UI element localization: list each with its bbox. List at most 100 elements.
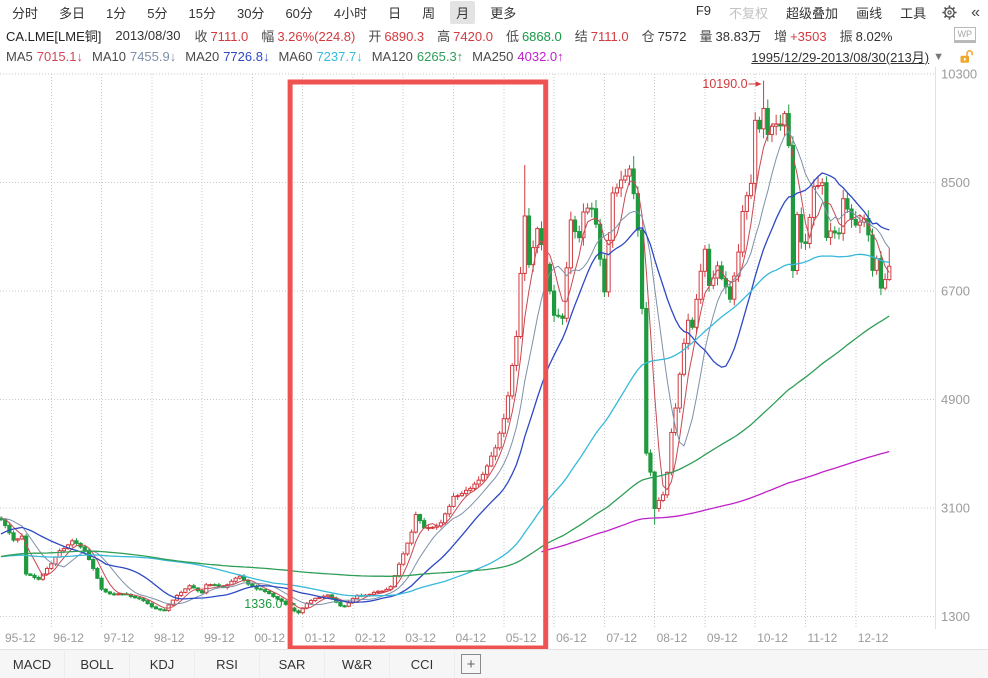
quote-field: 开 6890.3 <box>368 26 424 45</box>
indicator-tab-SAR[interactable]: SAR <box>260 650 325 678</box>
dropdown-arrow-icon[interactable]: ▼ <box>933 50 944 63</box>
highlight-rectangle <box>287 79 549 649</box>
quote-field-label: 收 <box>194 28 208 44</box>
y-axis-labels: 10300 8500 6700 4900 3100 1300 <box>941 67 977 624</box>
svg-text:6700: 6700 <box>941 284 970 299</box>
toolbar-item-F9[interactable]: F9 <box>695 3 712 18</box>
quote-field-value: 8.02% <box>855 28 893 44</box>
quote-field: 结 7111.0 <box>575 26 629 45</box>
timeframe-item-多日[interactable]: 多日 <box>59 6 86 21</box>
toolbar-item-不复权[interactable]: 不复权 <box>729 6 769 21</box>
timeframe-item-1分[interactable]: 1分 <box>106 6 127 21</box>
quote-field: 振 8.02% <box>840 26 893 45</box>
gear-icon[interactable] <box>942 5 957 20</box>
indicator-tab-bar: MACD BOLL KDJ RSI SAR W&R CCI + <box>0 649 988 678</box>
quote-field-value: 7111.0 <box>590 28 629 44</box>
high-price-annotation: 10190.0 <box>702 77 762 91</box>
indicator-tabs: MACD BOLL KDJ RSI SAR W&R CCI <box>0 650 455 678</box>
indicator-tab-CCI[interactable]: CCI <box>390 650 455 678</box>
ma-indicator-MA5: MA5 7015.1↓ <box>6 49 83 64</box>
indicator-tab-MACD[interactable]: MACD <box>0 650 65 678</box>
quote-field-label: 结 <box>574 28 588 44</box>
timeframe-item-更多[interactable]: 更多 <box>490 6 517 21</box>
toolbar-item-超级叠加[interactable]: 超级叠加 <box>786 6 839 21</box>
ma-items: MA5 7015.1↓ MA10 7455.9↓ MA20 7726.8↓ MA60 7237… <box>6 49 573 64</box>
collapse-panel-icon[interactable]: « <box>971 3 980 21</box>
ma-indicator-MA60: MA60 7237.7↓ <box>278 49 362 64</box>
indicator-tab-KDJ[interactable]: KDJ <box>130 650 195 678</box>
timeframe-item-4小时[interactable]: 4小时 <box>333 6 368 21</box>
date-range-selector[interactable]: 1995/12/29-2013/08/30(213月) <box>751 50 930 65</box>
quote-date: 2013/08/30 <box>115 27 181 43</box>
quote-field-label: 增 <box>774 28 788 44</box>
svg-text:09-12: 09-12 <box>707 631 738 645</box>
svg-text:05-12: 05-12 <box>506 631 537 645</box>
ma-line-250 <box>541 450 890 553</box>
lock-icon[interactable] <box>958 49 974 64</box>
timeframe-item-15分[interactable]: 15分 <box>188 6 216 21</box>
ma-label: MA20 <box>185 49 220 64</box>
quote-field-label: 高 <box>437 28 451 44</box>
quote-field: 量 38.83万 <box>700 26 762 45</box>
svg-text:95-12: 95-12 <box>5 631 36 645</box>
toolbar-right-items: F9 不复权 超级叠加 画线 工具 <box>678 3 926 22</box>
svg-text:99-12: 99-12 <box>204 631 235 645</box>
indicator-tab-RSI[interactable]: RSI <box>195 650 260 678</box>
quote-field-value: 6890.3 <box>384 28 425 44</box>
svg-text:98-12: 98-12 <box>154 631 185 645</box>
ma-label: MA10 <box>92 49 126 64</box>
quote-field-value: 7420.0 <box>453 28 493 44</box>
ma-indicator-MA20: MA20 7726.8↓ <box>185 49 269 64</box>
quote-bar: CA.LME[LME铜] 2013/08/30 收 7111.0 幅 3.26%(22… <box>0 24 988 46</box>
timeframe-item-月[interactable]: 月 <box>450 1 476 24</box>
ma-value: 6265.3↑ <box>416 49 464 64</box>
quote-field-value: 38.83万 <box>715 28 762 44</box>
ma-line-20 <box>0 172 890 603</box>
timeframe-item-周[interactable]: 周 <box>422 6 436 21</box>
quote-field-label: 幅 <box>261 28 275 44</box>
svg-text:08-12: 08-12 <box>657 631 688 645</box>
svg-text:10190.0: 10190.0 <box>702 77 747 91</box>
quote-field-value: 3.26%(224.8) <box>277 28 356 44</box>
svg-text:07-12: 07-12 <box>606 631 637 645</box>
chart-canvas[interactable]: 10190.0 1336.0 10300 8500 6700 4900 3100 1300 95… <box>0 67 988 649</box>
x-axis-labels: 95-12 96-12 97-12 98-12 99-12 00-12 01-12 02-12… <box>5 631 889 645</box>
toolbar-item-工具[interactable]: 工具 <box>900 6 927 21</box>
indicator-tab-W&R[interactable]: W&R <box>325 650 390 678</box>
gridlines <box>0 67 936 629</box>
timeframe-item-日[interactable]: 日 <box>388 6 402 21</box>
quote-field-label: 量 <box>699 28 713 44</box>
ma-indicator-MA120: MA120 6265.3↑ <box>372 49 463 64</box>
indicator-tab-BOLL[interactable]: BOLL <box>65 650 130 678</box>
ma-indicator-MA10: MA10 7455.9↓ <box>92 49 176 64</box>
svg-text:10-12: 10-12 <box>757 631 788 645</box>
quote-field-value: 7572 <box>657 28 687 44</box>
ma-line-120 <box>0 315 890 577</box>
svg-text:02-12: 02-12 <box>355 631 386 645</box>
svg-text:1300: 1300 <box>941 609 970 624</box>
timeframe-item-5分[interactable]: 5分 <box>147 6 168 21</box>
ma-line-60 <box>0 253 890 597</box>
svg-text:8500: 8500 <box>941 175 970 190</box>
candles-layer <box>0 80 892 615</box>
quote-field: 收 7111.0 <box>194 26 248 45</box>
quote-field-label: 仓 <box>641 28 655 44</box>
svg-text:4900: 4900 <box>941 392 970 407</box>
quote-field: 低 6868.0 <box>506 26 562 45</box>
timeframe-item-60分[interactable]: 60分 <box>285 6 313 21</box>
ma-value: 7237.7↓ <box>316 49 363 64</box>
add-indicator-button[interactable]: + <box>461 654 481 674</box>
quote-field-label: 振 <box>839 28 853 44</box>
ma-line-5 <box>0 123 890 610</box>
ma-value: 7455.9↓ <box>129 49 177 64</box>
ma-value: 4032.0↑ <box>517 49 564 64</box>
timeframe-item-分时[interactable]: 分时 <box>12 6 39 21</box>
svg-text:10300: 10300 <box>941 67 977 82</box>
timeframe-item-30分[interactable]: 30分 <box>236 6 265 21</box>
svg-text:12-12: 12-12 <box>858 631 889 645</box>
svg-text:11-12: 11-12 <box>807 631 837 645</box>
toolbar-item-画线[interactable]: 画线 <box>856 6 883 21</box>
price-chart[interactable]: 10190.0 1336.0 10300 8500 6700 4900 3100 1300 95… <box>0 67 988 649</box>
ma-line-10 <box>0 130 890 606</box>
svg-text:03-12: 03-12 <box>405 631 436 645</box>
